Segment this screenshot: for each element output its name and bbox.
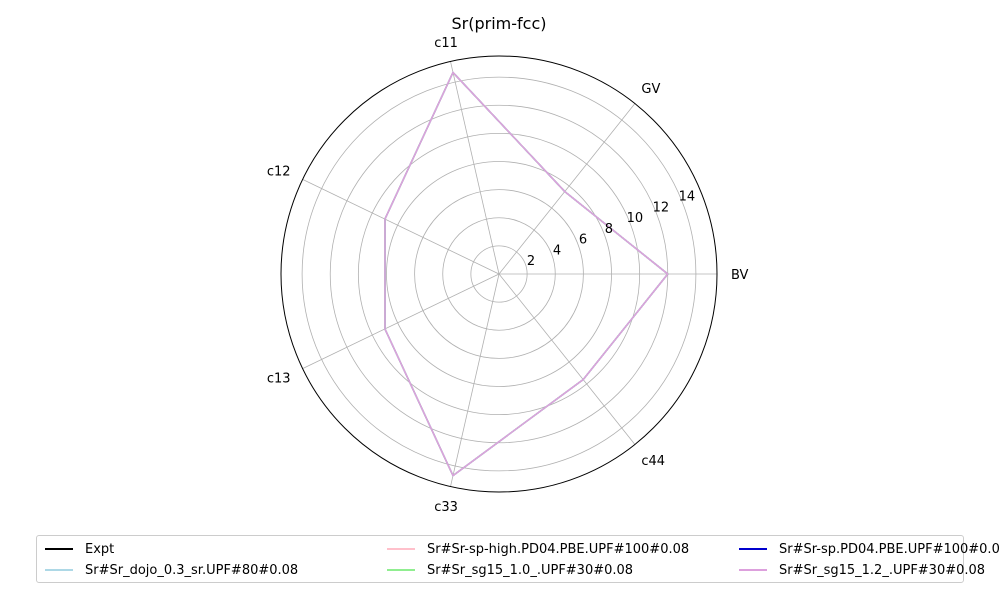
legend-label: Sr#Sr-sp-high.PD04.PBE.UPF#100#0.08 xyxy=(427,541,690,557)
radial-tick-label: 2 xyxy=(527,254,535,269)
legend-swatch xyxy=(387,569,415,571)
axis-spoke xyxy=(498,103,636,275)
axis-spoke xyxy=(302,273,500,369)
legend-item: Sr#Sr-sp.PD04.PBE.UPF#100#0.08 xyxy=(739,539,1000,559)
series-line xyxy=(384,71,669,477)
legend-label: Sr#Sr-sp.PD04.PBE.UPF#100#0.08 xyxy=(779,541,1000,557)
radial-tick-label: 4 xyxy=(553,243,561,258)
legend-item: Expt xyxy=(45,539,114,559)
axis-label-c11: c11 xyxy=(434,36,458,51)
radial-tick-label: 6 xyxy=(579,233,587,248)
radial-tick-label: 8 xyxy=(605,222,613,237)
legend-item: Sr#Sr-sp-high.PD04.PBE.UPF#100#0.08 xyxy=(387,539,689,559)
axis-spoke xyxy=(302,179,500,275)
radial-tick-label: 12 xyxy=(653,200,670,215)
legend-item: Sr#Sr_dojo_0.3_sr.UPF#80#0.08 xyxy=(45,560,298,580)
legend-label: Sr#Sr_sg15_1.0_.UPF#30#0.08 xyxy=(427,562,634,578)
legend-label: Expt xyxy=(85,541,115,557)
legend-label: Sr#Sr_sg15_1.2_.UPF#30#0.08 xyxy=(779,562,986,578)
legend-swatch xyxy=(387,548,415,550)
axis-label-c12: c12 xyxy=(267,165,291,180)
legend: Expt Sr#Sr-sp-high.PD04.PBE.UPF#100#0.08 S… xyxy=(36,535,1000,583)
chart-title: Sr(prim-fcc) xyxy=(452,14,547,33)
radial-tick-label: 10 xyxy=(627,211,644,226)
axis-label-gv: GV xyxy=(641,82,660,97)
legend-item: Sr#Sr_sg15_1.2_.UPF#30#0.08 xyxy=(739,560,985,580)
legend-swatch xyxy=(739,548,767,550)
axis-spoke xyxy=(498,273,636,445)
legend-swatch xyxy=(45,548,73,550)
axis-label-c44: c44 xyxy=(641,454,665,469)
axis-label-c33: c33 xyxy=(434,500,458,515)
legend-swatch xyxy=(739,569,767,571)
axis-spoke xyxy=(450,273,500,487)
axis-spoke xyxy=(450,61,500,275)
axis-label-bv: BV xyxy=(731,268,749,283)
legend-item: Sr#Sr_sg15_1.0_.UPF#30#0.08 xyxy=(387,560,633,580)
axis-label-c13: c13 xyxy=(267,371,291,386)
legend-label: Sr#Sr_dojo_0.3_sr.UPF#80#0.08 xyxy=(85,562,299,578)
radial-tick-label: 14 xyxy=(679,190,696,205)
legend-swatch xyxy=(45,569,73,571)
polar-frame xyxy=(280,55,718,493)
